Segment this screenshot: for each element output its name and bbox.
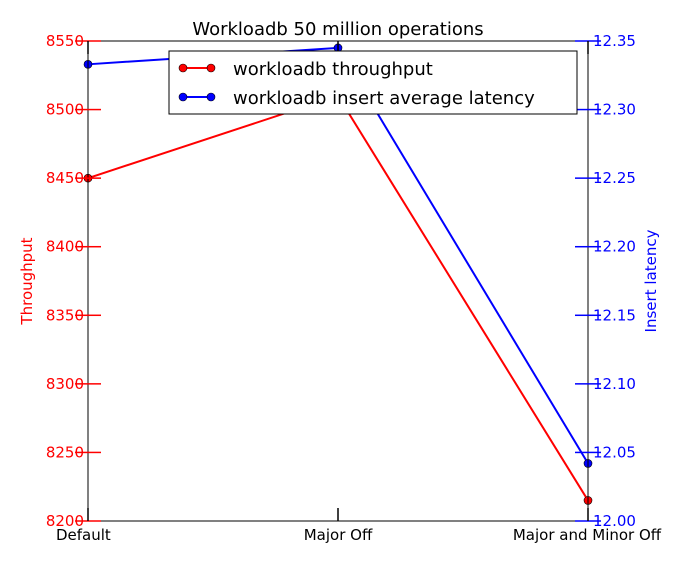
legend-marker-a-1 xyxy=(178,92,188,102)
right-tick-label-3: 12.15 xyxy=(593,306,636,324)
right-axis-label: Insert latency xyxy=(642,229,660,332)
legend-label-1: workloadb insert average latency xyxy=(233,88,535,109)
series-line-0 xyxy=(87,94,589,501)
legend: workloadb throughput workloadb insert ave… xyxy=(168,50,578,115)
right-tick-label-0: 12.00 xyxy=(593,512,636,530)
legend-marker-b-0 xyxy=(206,63,216,73)
right-tick-label-7: 12.35 xyxy=(593,32,636,50)
right-tick-label-5: 12.25 xyxy=(593,169,636,187)
x-tick-label-0: Default xyxy=(56,526,111,544)
right-tick-label-2: 12.10 xyxy=(593,375,636,393)
right-tick-label-4: 12.20 xyxy=(593,238,636,256)
legend-label-0: workloadb throughput xyxy=(233,59,433,80)
left-tick-label-1: 8250 xyxy=(46,443,84,461)
left-tick-label-5: 8450 xyxy=(46,169,84,187)
legend-box xyxy=(168,50,578,115)
chart-title: Workloadb 50 million operations xyxy=(192,19,483,40)
legend-marker-b-1 xyxy=(206,92,216,102)
right-tick-label-1: 12.05 xyxy=(593,443,636,461)
left-tick-label-0: 8200 xyxy=(46,512,84,530)
legend-marker-a-0 xyxy=(178,63,188,73)
left-tick-label-2: 8300 xyxy=(46,375,84,393)
right-tick-label-6: 12.30 xyxy=(593,101,636,119)
left-tick-label-6: 8500 xyxy=(46,101,84,119)
left-tick-label-4: 8400 xyxy=(46,238,84,256)
x-tick-label-2: Major and Minor Off xyxy=(513,526,662,544)
x-tick-label-1: Major Off xyxy=(304,526,373,544)
left-tick-label-7: 8550 xyxy=(46,32,84,50)
left-axis-label: Throughput xyxy=(18,237,36,325)
left-tick-label-3: 8350 xyxy=(46,306,84,324)
